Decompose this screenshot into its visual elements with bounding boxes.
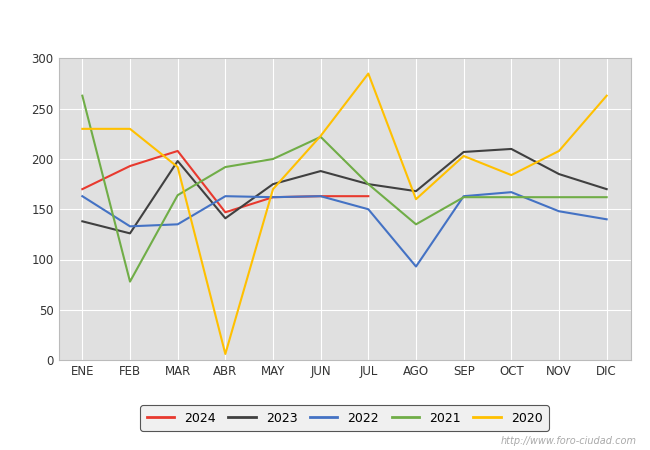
Text: Matriculaciones de Vehiculos en Cáceres: Matriculaciones de Vehiculos en Cáceres (120, 14, 530, 33)
Text: http://www.foro-ciudad.com: http://www.foro-ciudad.com (501, 436, 637, 446)
Legend: 2024, 2023, 2022, 2021, 2020: 2024, 2023, 2022, 2021, 2020 (140, 405, 549, 431)
